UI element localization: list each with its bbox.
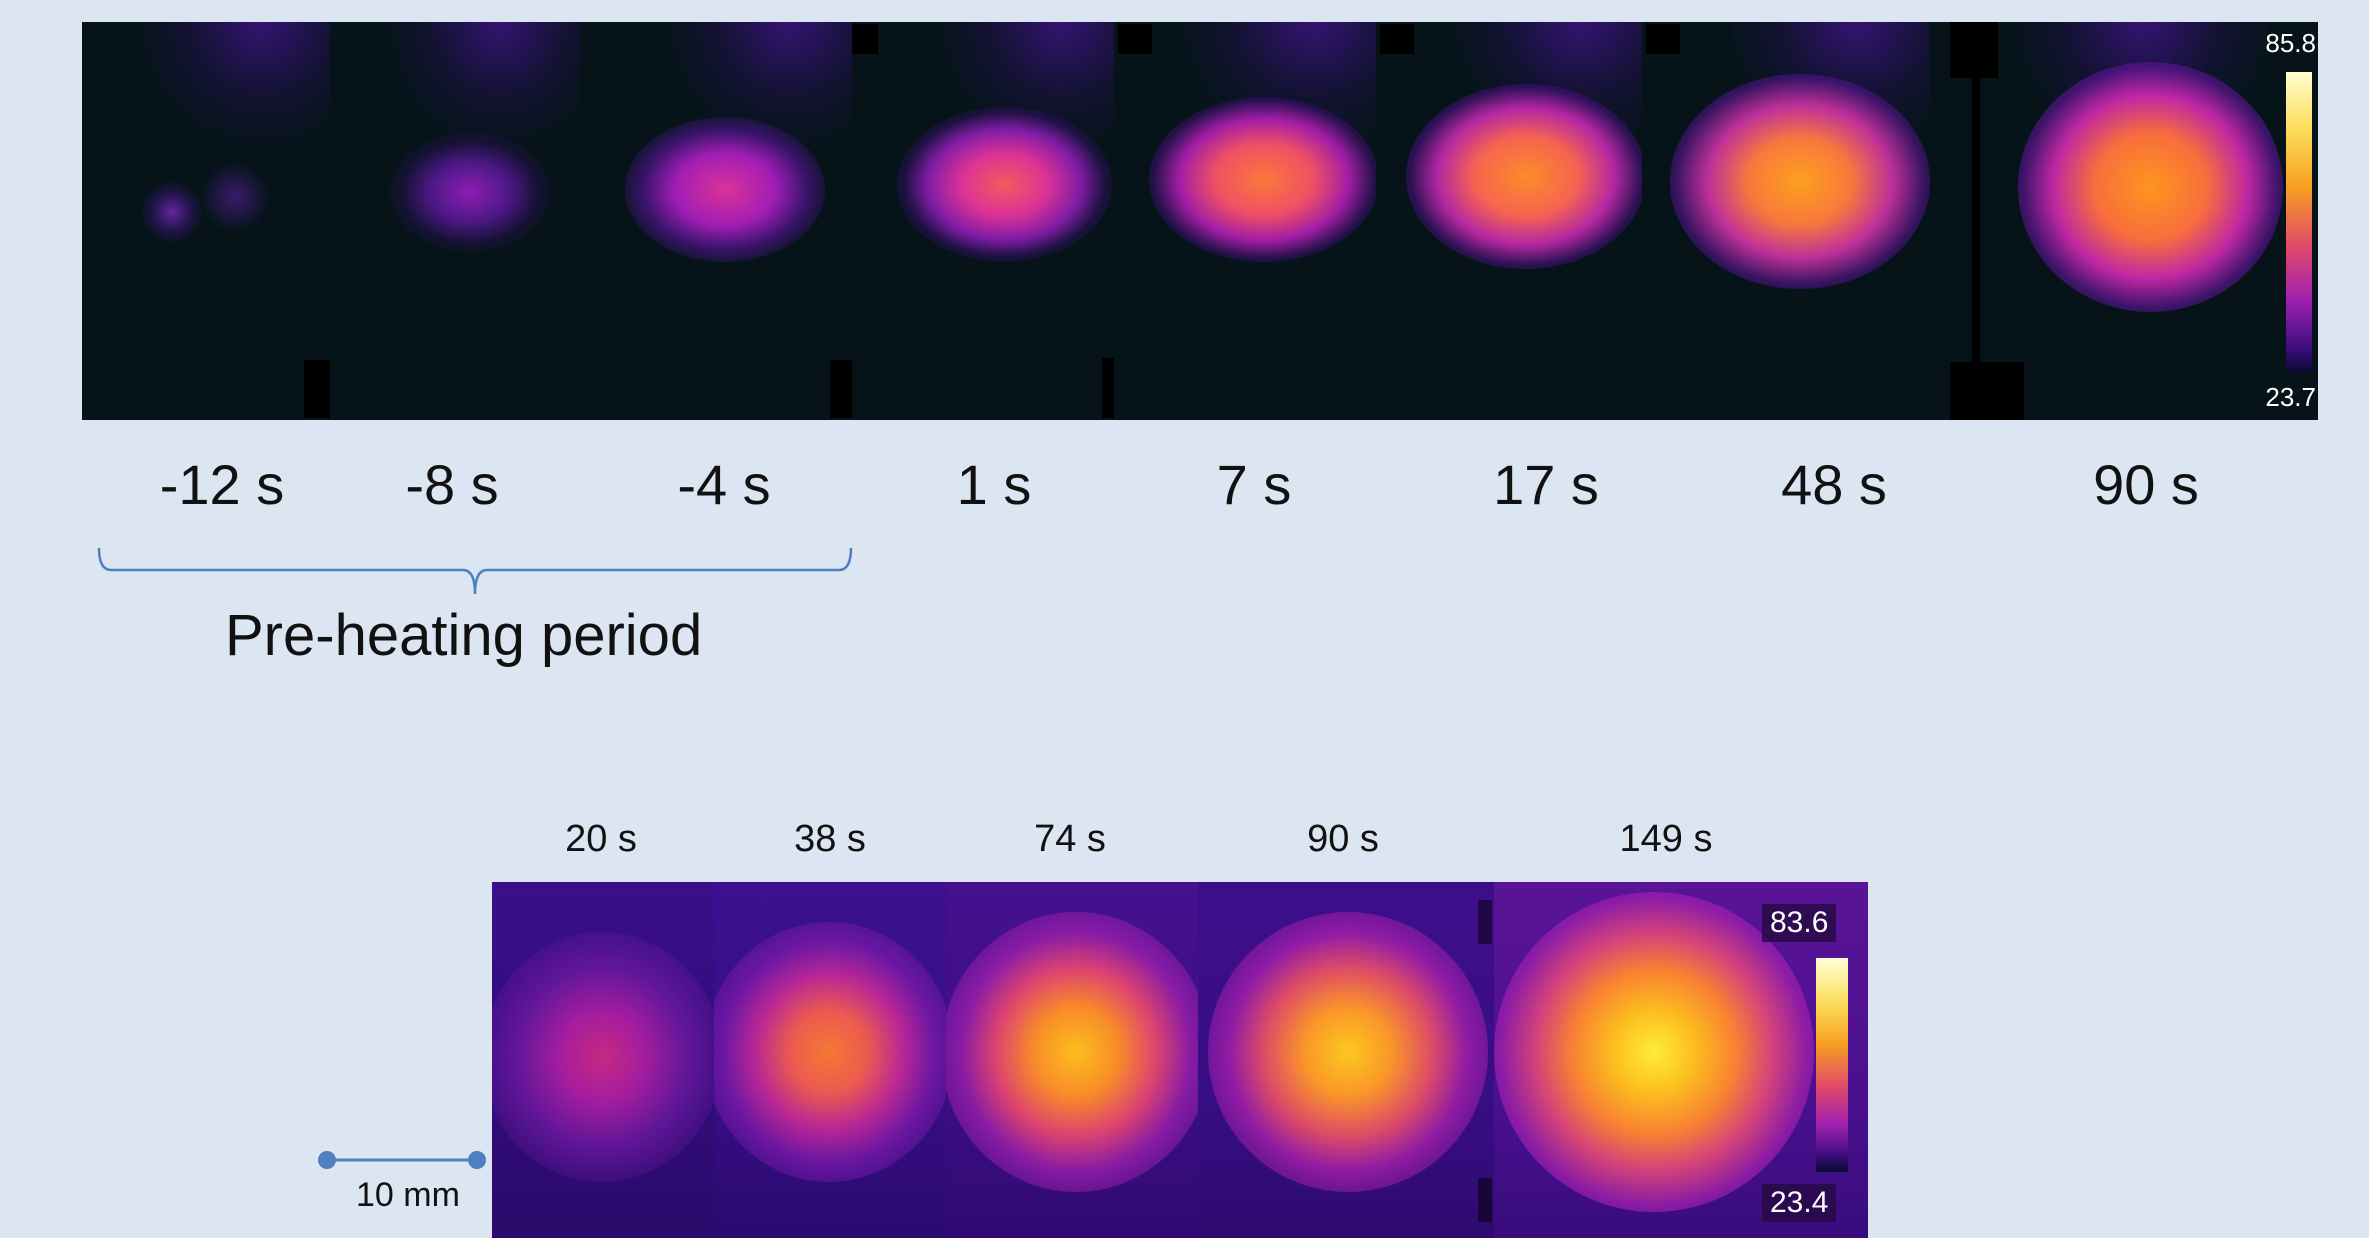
thermal-frame-top (82, 22, 330, 420)
time-label: 48 s (1781, 453, 1887, 516)
thermal-frame-bottom (492, 882, 714, 1238)
thermal-frame-top (1998, 22, 2318, 420)
time-label: -8 s (405, 453, 499, 516)
thermal-frame-top (1642, 22, 1930, 420)
thermal-frame-top (1376, 22, 1642, 420)
time-label: 90 s (1307, 818, 1379, 860)
time-label: 20 s (565, 818, 637, 860)
time-label: 38 s (794, 818, 866, 860)
thermal-frame-bottom (1198, 882, 1494, 1238)
time-label: 7 s (1216, 453, 1292, 516)
colorbar-min-label: 23.4 (1762, 1184, 1837, 1222)
thermal-frame-top (852, 22, 1114, 420)
thermal-frame-top (330, 22, 580, 420)
colorbar (1816, 958, 1848, 1172)
mask-block (1950, 362, 2024, 420)
time-label: -4 s (677, 453, 771, 516)
colorbar (2286, 72, 2312, 372)
colorbar-max-label: 83.6 (1762, 904, 1837, 942)
scale-bar (318, 1151, 486, 1169)
thermal-frame-bottom (714, 882, 946, 1238)
thermal-frame-top (580, 22, 852, 420)
time-label: 1 s (956, 453, 1032, 516)
preheating-period-label: Pre-heating period (225, 603, 703, 668)
divider-bar (1972, 78, 1980, 368)
time-label: 17 s (1493, 453, 1599, 516)
time-label: 74 s (1034, 818, 1106, 860)
time-label: -12 s (159, 453, 285, 516)
time-label: 90 s (2093, 453, 2199, 516)
thermal-frame-top (1114, 22, 1376, 420)
scale-bar-label: 10 mm (356, 1176, 460, 1214)
brace-icon (97, 547, 853, 595)
thermal-frame-bottom (946, 882, 1198, 1238)
time-label: 149 s (1619, 818, 1713, 860)
colorbar-min-label: 23.7 (2265, 382, 2316, 412)
thermal-image-strip-top: 85.8 23.7 (82, 22, 2318, 420)
thermal-image-strip-bottom: 83.6 23.4 (492, 882, 1868, 1238)
colorbar-max-label: 85.8 (2265, 28, 2316, 58)
mask-block (1950, 22, 1998, 78)
